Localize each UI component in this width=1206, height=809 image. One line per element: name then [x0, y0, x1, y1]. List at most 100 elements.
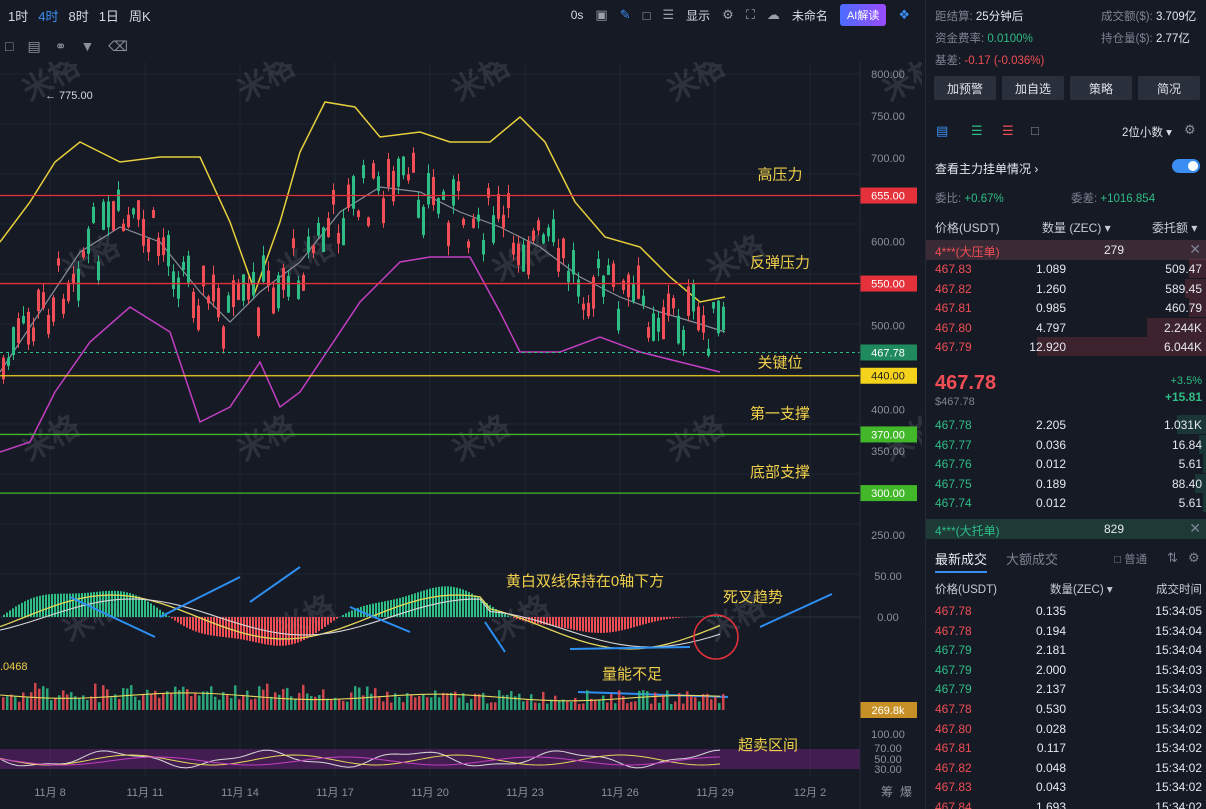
- image-icon[interactable]: ▤: [27, 37, 41, 54]
- ask-qty: 0.985: [1035, 301, 1066, 315]
- bid-row[interactable]: 467.74 0.012 5.61: [926, 493, 1206, 513]
- close-icon[interactable]: ✕: [1189, 241, 1201, 257]
- big-ask-row[interactable]: 4***(大压单) 279 ✕: [926, 240, 1206, 260]
- trash-icon[interactable]: ⌫: [108, 37, 129, 54]
- macd-histogram-bar: [396, 598, 398, 617]
- macd-histogram-bar: [228, 617, 230, 638]
- close-icon-bid[interactable]: ✕: [1189, 520, 1201, 536]
- layout-name-dropdown[interactable]: 未命名: [791, 8, 828, 23]
- ask-row[interactable]: 467.80 4.797 2.244K: [926, 317, 1206, 338]
- orderbook-trades-icon[interactable]: □: [1031, 123, 1039, 138]
- candle-body: [277, 275, 280, 309]
- candle-body: [697, 306, 700, 331]
- volume-bar: [698, 701, 701, 710]
- volume-bar: [330, 699, 333, 710]
- lock-icon[interactable]: □: [5, 38, 14, 54]
- trade-col-qty-label: 数量(ZEC): [1050, 584, 1104, 596]
- trade-time: 15:34:02: [1155, 800, 1202, 809]
- timeframe-1w[interactable]: 周K: [128, 8, 151, 24]
- macd-histogram-bar: [714, 616, 716, 617]
- ask-depth-bar: [1185, 278, 1206, 298]
- ask-row[interactable]: 467.83 1.089 509.47: [926, 259, 1206, 279]
- macd-histogram-bar: [69, 593, 71, 617]
- volume-bar: [422, 694, 425, 710]
- volume-bar: [602, 695, 605, 710]
- filter-icon[interactable]: ▼: [80, 38, 95, 54]
- x-axis-label: 12月 2: [794, 787, 826, 799]
- timeframe-4h[interactable]: 4时: [38, 8, 59, 24]
- settings-icon[interactable]: ⚙: [1184, 122, 1196, 137]
- trade-price: 467.79: [935, 643, 972, 658]
- bid-row[interactable]: 467.75 0.189 88.40: [926, 473, 1206, 494]
- timeframe-1d[interactable]: 1日: [98, 8, 119, 24]
- volume-bar: [178, 690, 181, 710]
- price-chart[interactable]: 米格米格米格米格米格米格米格米格米格米格米格米格米格米格米格米格米格米格米格米格…: [0, 62, 922, 809]
- x-axis-label: 11月 14: [221, 787, 259, 799]
- link-icon[interactable]: ⚭: [54, 37, 67, 54]
- display-button[interactable]: 显示: [686, 8, 711, 23]
- trade-col-qty[interactable]: 数量(ZEC) ▾: [1050, 584, 1113, 596]
- orderbook-bids-icon[interactable]: ☰: [971, 123, 983, 138]
- macd-histogram-bar: [57, 593, 59, 617]
- volume-bar: [382, 701, 385, 710]
- ask-depth-bar: [1037, 337, 1206, 356]
- share-icon[interactable]: ❖: [898, 7, 910, 22]
- macd-histogram-bar: [195, 617, 197, 632]
- orderbook-asks-icon[interactable]: ☰: [1002, 123, 1014, 138]
- seconds-label[interactable]: 0s: [570, 8, 584, 22]
- macd-histogram-bar: [270, 617, 272, 646]
- ask-depth-bar: [1147, 317, 1206, 337]
- watchlist-button[interactable]: 加自选: [1002, 76, 1064, 100]
- volume-bar: [306, 693, 309, 710]
- rsi-tick: 100.00: [871, 729, 905, 741]
- normal-checkbox[interactable]: □ 普通: [1114, 554, 1148, 566]
- ask-row[interactable]: 467.79 12.920 6.044K: [926, 337, 1206, 357]
- list-icon[interactable]: ☰: [662, 7, 675, 22]
- volume-bar: [162, 693, 165, 710]
- candle-body: [722, 306, 725, 331]
- sort-icon[interactable]: ⇅: [1167, 550, 1178, 565]
- bid-depth-bar: [1177, 415, 1206, 434]
- trade-settings-icon[interactable]: ⚙: [1188, 550, 1200, 565]
- big-orders-link[interactable]: 查看主力挂单情况 ›: [935, 162, 1039, 176]
- timeframe-1h[interactable]: 1时: [8, 8, 29, 24]
- candle-body: [327, 218, 330, 237]
- trade-price: 467.79: [935, 682, 972, 697]
- macd-histogram-bar: [252, 617, 254, 642]
- volume-bar: [242, 694, 245, 710]
- overview-button[interactable]: 简况: [1138, 76, 1200, 100]
- ai-analysis-button[interactable]: AI解读: [839, 4, 887, 26]
- volume-bar: [370, 693, 373, 710]
- volume-bar: [526, 700, 529, 710]
- col-qty-header[interactable]: 数量 (ZEC) ▾: [1042, 221, 1111, 235]
- volume-bar: [414, 697, 417, 710]
- big-bid-row[interactable]: 4***(大托单) 829 ✕: [926, 519, 1206, 539]
- gear-icon[interactable]: ⚙: [722, 7, 734, 22]
- big-orders-toggle[interactable]: [1172, 159, 1200, 173]
- ask-qty: 1.260: [1035, 281, 1066, 296]
- pen-icon[interactable]: ✎: [619, 7, 631, 22]
- candle-body: [602, 275, 605, 297]
- alert-button[interactable]: 加预警: [934, 76, 996, 100]
- comment-icon[interactable]: □: [642, 7, 651, 23]
- timeframe-8h[interactable]: 8时: [68, 8, 89, 24]
- bid-row[interactable]: 467.78 2.205 1.031K: [926, 415, 1206, 435]
- tab-latest-trades[interactable]: 最新成交: [935, 552, 988, 567]
- cloud-icon[interactable]: ☁: [766, 7, 780, 22]
- level-note: 高压力: [757, 167, 802, 184]
- camera-icon[interactable]: ▣: [595, 7, 608, 22]
- macd-histogram-bar: [159, 609, 161, 617]
- candle-body: [432, 176, 435, 206]
- fullscreen-icon[interactable]: ⛶: [745, 7, 755, 22]
- col-total-header[interactable]: 委托额 ▾: [1152, 221, 1198, 235]
- strategy-button[interactable]: 策略: [1070, 76, 1132, 100]
- ask-row[interactable]: 467.82 1.260 589.45: [926, 278, 1206, 299]
- tab-big-trades[interactable]: 大额成交: [1006, 552, 1059, 567]
- chart-canvas[interactable]: 米格米格米格米格米格米格米格米格米格米格米格米格米格米格米格米格米格米格米格米格…: [0, 62, 922, 809]
- orderbook-both-icon[interactable]: ▤: [936, 123, 949, 138]
- bid-row[interactable]: 467.77 0.036 16.84: [926, 434, 1206, 455]
- macd-histogram-bar: [387, 600, 389, 617]
- bid-row[interactable]: 467.76 0.012 5.61: [926, 454, 1206, 474]
- decimals-dropdown[interactable]: 2位小数 ▾: [1122, 127, 1172, 139]
- ask-row[interactable]: 467.81 0.985 460.79: [926, 298, 1206, 318]
